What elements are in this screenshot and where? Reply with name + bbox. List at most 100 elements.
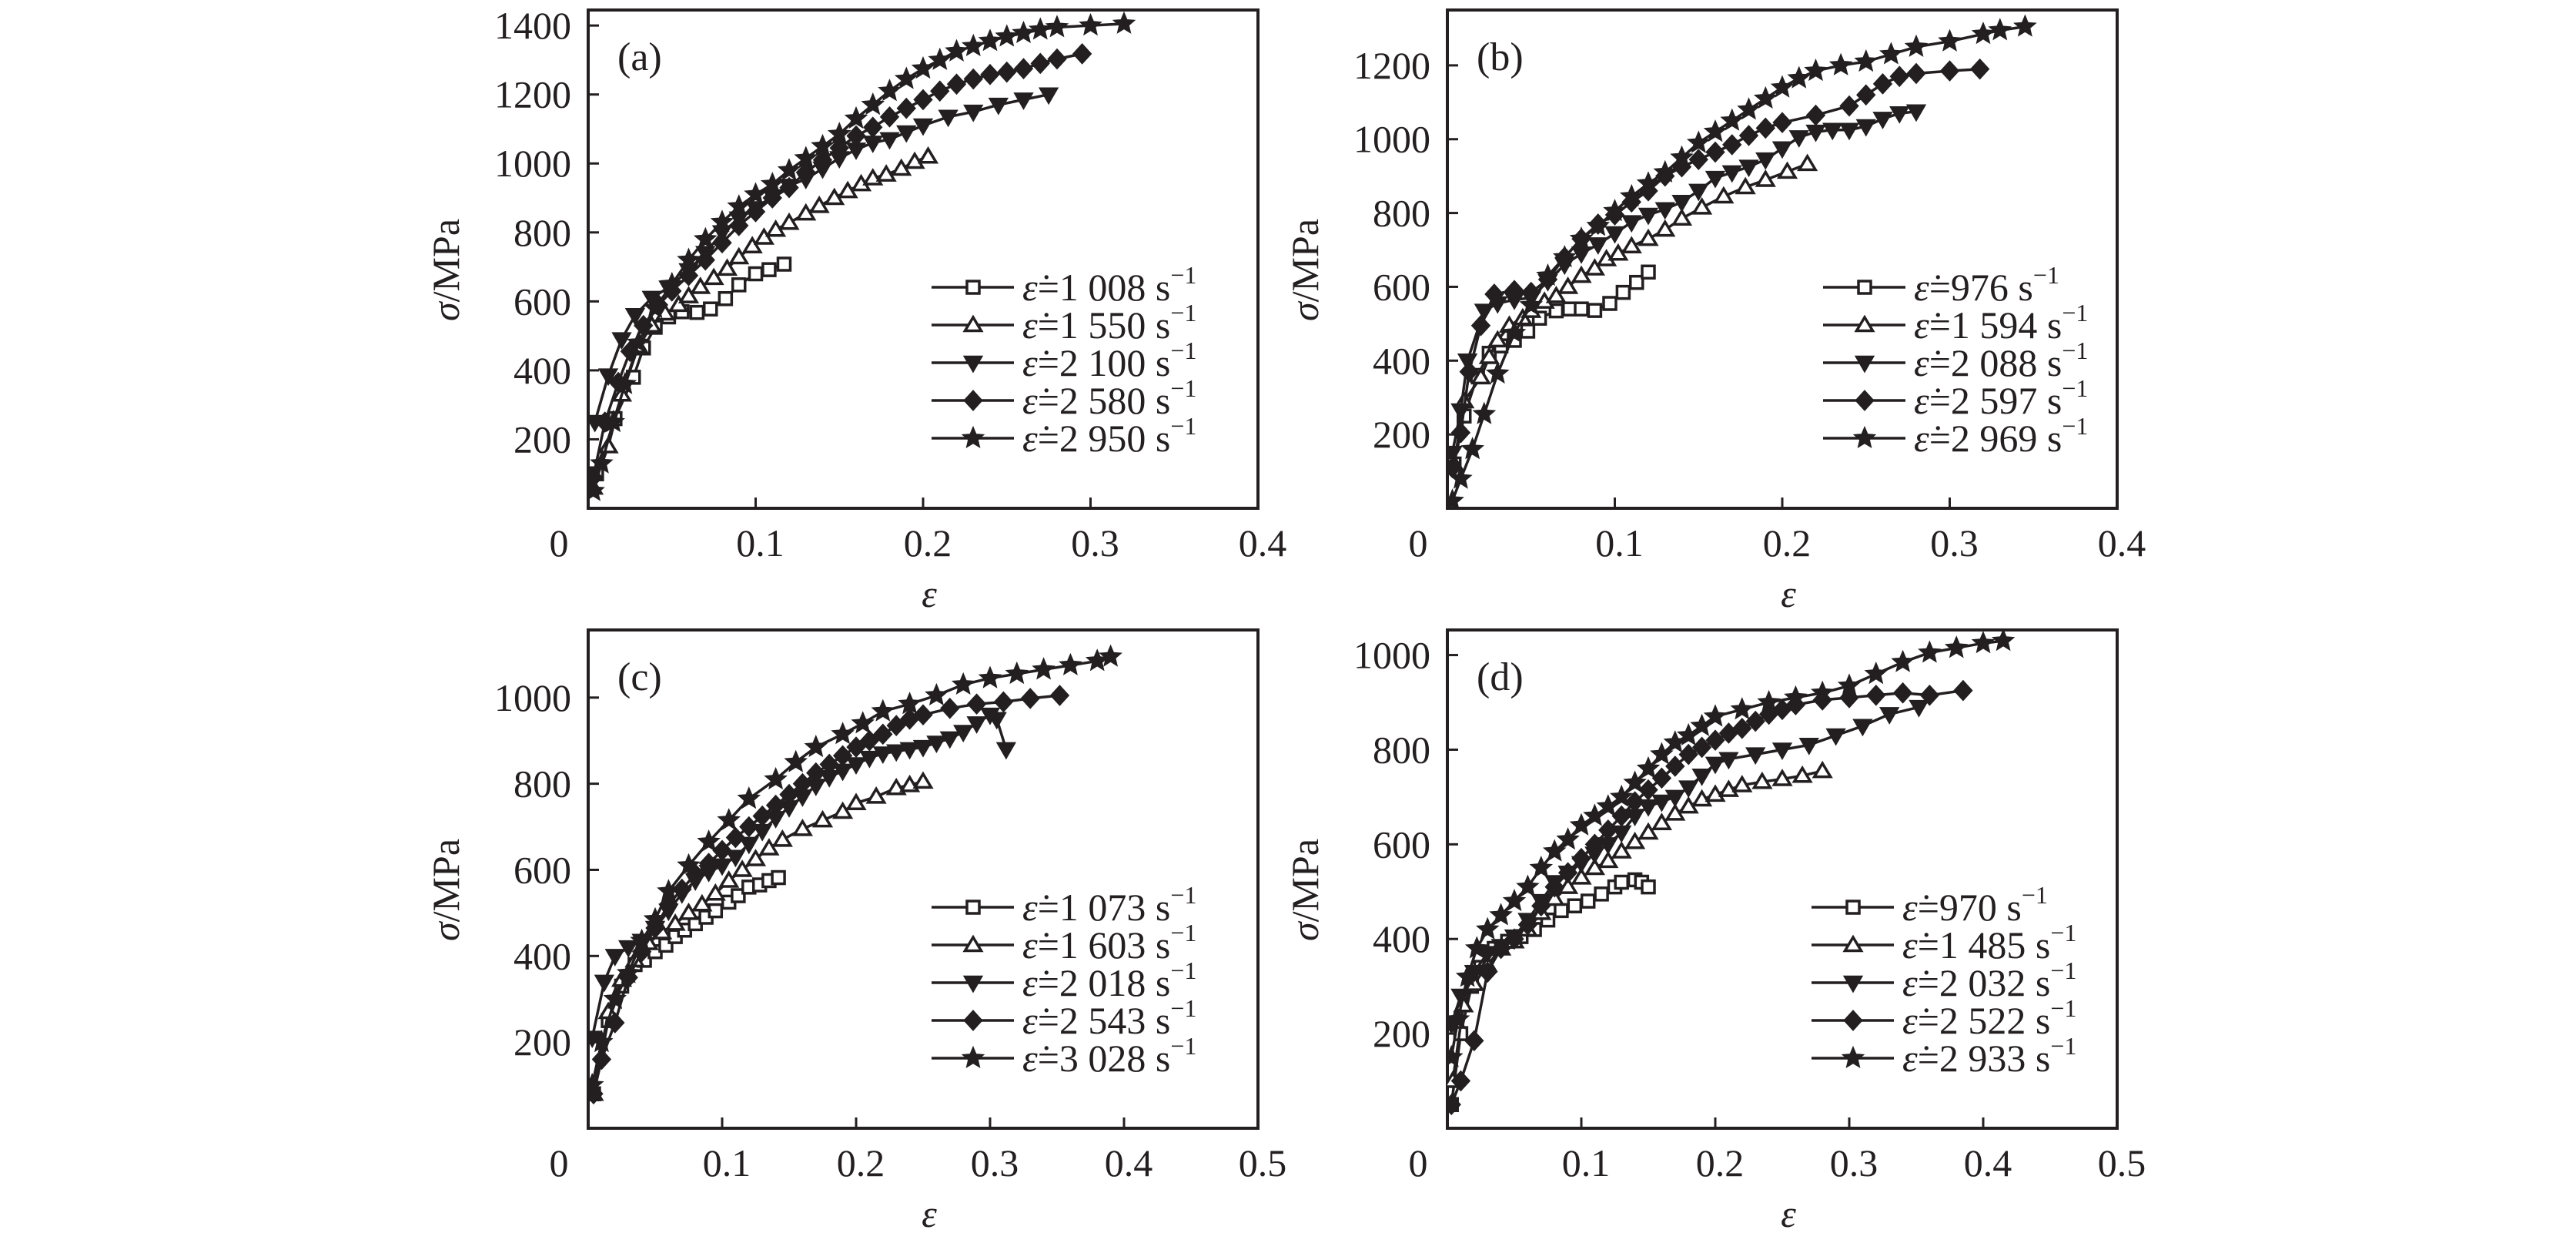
data-point	[1855, 119, 1876, 137]
data-point	[741, 236, 763, 253]
x-tick-label: 0.4	[1964, 1141, 2012, 1184]
data-point	[1464, 1030, 1484, 1052]
data-point	[1906, 62, 1926, 85]
y-tick-label: 1000	[494, 142, 571, 185]
data-point	[716, 258, 738, 276]
star-marker-icon	[961, 425, 985, 448]
data-point	[1810, 680, 1835, 703]
data-point	[590, 1030, 614, 1053]
data-point	[1918, 640, 1942, 663]
data-point	[1891, 649, 1915, 672]
data-point	[997, 61, 1017, 83]
data-point	[762, 187, 782, 209]
x-tick-label: 0.4	[2098, 521, 2146, 565]
data-point	[1028, 17, 1052, 40]
legend-item: ε̇=2 018 s−1	[932, 957, 1196, 1004]
data-point	[1720, 108, 1745, 131]
data-point	[604, 949, 625, 967]
data-point	[1529, 856, 1554, 879]
data-point	[1705, 729, 1725, 752]
legend-item: ε̇=2 088 s−1	[1823, 337, 2088, 384]
data-point	[912, 739, 934, 758]
data-point	[611, 332, 632, 350]
data-point	[1519, 293, 1544, 316]
data-point	[748, 266, 764, 282]
data-point	[1691, 736, 1712, 759]
data-point	[618, 940, 639, 958]
data-point	[1641, 264, 1656, 280]
data-point	[1502, 889, 1527, 912]
data-point	[677, 247, 701, 270]
data-point	[1705, 141, 1725, 163]
data-point	[1771, 769, 1793, 786]
data-point	[1651, 812, 1672, 830]
data-point	[725, 826, 746, 849]
data-point	[1554, 903, 1569, 919]
data-point	[1099, 644, 1122, 667]
data-point	[811, 133, 835, 156]
legend-item: ε̇=2 933 s−1	[1812, 1032, 2076, 1080]
panel-label: (c)	[617, 655, 662, 699]
triangle-marker-icon	[1854, 314, 1875, 333]
data-point	[1586, 213, 1611, 236]
data-point	[1636, 171, 1661, 194]
down-triangle-marker-icon	[962, 975, 984, 993]
data-point	[832, 745, 853, 767]
data-point	[1030, 52, 1050, 75]
data-point	[939, 731, 960, 749]
data-point	[765, 794, 786, 816]
data-point	[1455, 964, 1480, 987]
data-point	[1651, 767, 1672, 789]
data-point	[588, 478, 605, 501]
down-triangle-marker-icon	[1842, 975, 1864, 993]
plot-frame	[587, 628, 1260, 1130]
data-point	[831, 722, 855, 745]
star-marker-icon	[1841, 1045, 1865, 1068]
data-point	[624, 308, 646, 326]
data-point	[1670, 145, 1694, 168]
data-point	[926, 735, 947, 754]
data-point	[1623, 770, 1647, 793]
data-point	[966, 716, 987, 734]
data-point	[1879, 707, 1900, 725]
x-tick-label: 0.5	[2098, 1141, 2146, 1184]
data-point	[643, 906, 667, 930]
data-point	[1544, 876, 1564, 898]
data-point	[697, 829, 721, 853]
data-point	[718, 870, 740, 888]
x-tick-label: 0.3	[971, 1141, 1019, 1184]
legend: ε̇=1 008 s−1ε̇=1 550 s−1ε̇=2 100 s−1ε̇=2…	[932, 261, 1196, 460]
data-point	[1587, 303, 1603, 318]
panel-label: (a)	[617, 35, 662, 79]
data-point	[1556, 827, 1580, 850]
data-point	[1905, 104, 1927, 122]
data-point	[1504, 280, 1524, 302]
legend-label: ε̇=2 018 s−1	[1022, 957, 1196, 1004]
data-point	[963, 104, 984, 122]
data-point	[859, 729, 880, 752]
data-point	[677, 286, 700, 303]
data-point	[1450, 421, 1471, 444]
data-point	[1991, 628, 2016, 652]
down-triangle-marker-icon	[962, 355, 984, 374]
data-point	[1837, 673, 1862, 696]
y-tick-label: 1200	[494, 73, 571, 116]
legend-label: ε̇=1 603 s−1	[1022, 919, 1196, 967]
data-point	[1732, 717, 1752, 739]
data-point	[1517, 913, 1538, 936]
data-point	[1569, 226, 1594, 250]
data-point	[1825, 728, 1846, 746]
data-point	[588, 1073, 604, 1096]
legend-item: ε̇=2 522 s−1	[1812, 994, 2076, 1042]
data-point	[703, 267, 724, 286]
data-point	[1615, 284, 1631, 300]
data-point	[693, 226, 718, 250]
data-point	[844, 106, 868, 129]
data-point	[894, 66, 918, 89]
data-point	[966, 693, 987, 715]
data-point	[1624, 831, 1646, 849]
data-point	[601, 410, 625, 433]
data-point	[779, 783, 799, 806]
data-point	[1654, 219, 1676, 237]
